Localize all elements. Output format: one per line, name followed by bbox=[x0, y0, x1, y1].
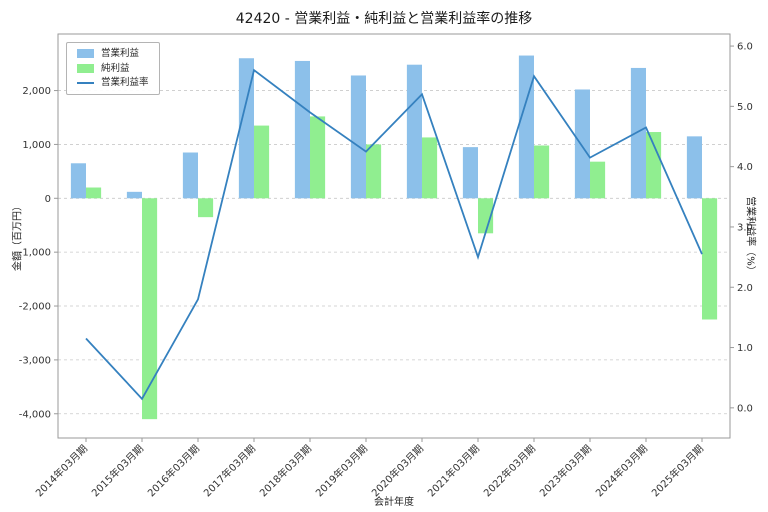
left-tick-label: 1,000 bbox=[22, 140, 51, 151]
bar-net-profit bbox=[366, 144, 382, 199]
legend-item-operating-margin: 営業利益率 bbox=[77, 78, 149, 88]
net-profit-swatch bbox=[77, 63, 94, 73]
x-tick-label: 2020年03月期 bbox=[369, 442, 426, 499]
operating-profit-swatch bbox=[77, 49, 94, 59]
bar-operating-profit bbox=[294, 60, 310, 199]
bar-operating-profit bbox=[518, 55, 534, 199]
x-tick-label: 2021年03月期 bbox=[425, 442, 482, 499]
right-tick-label: 0.0 bbox=[737, 403, 753, 414]
bar-net-profit bbox=[142, 198, 158, 420]
right-tick-label: 3.0 bbox=[737, 222, 753, 233]
right-tick-label: 4.0 bbox=[737, 162, 753, 173]
left-tick-label: -4,000 bbox=[19, 409, 51, 420]
x-tick-label: 2019年03月期 bbox=[313, 442, 370, 499]
legend-label-net-profit: 純利益 bbox=[101, 62, 130, 74]
legend-label-operating-profit: 営業利益 bbox=[101, 48, 140, 59]
right-tick-label: 5.0 bbox=[737, 102, 753, 113]
x-tick-label: 2014年03月期 bbox=[33, 442, 90, 499]
left-tick-label: 0 bbox=[45, 194, 51, 205]
x-tick-label: 2016年03月期 bbox=[145, 442, 202, 499]
bar-net-profit bbox=[198, 198, 214, 218]
bar-net-profit bbox=[254, 125, 270, 199]
bar-operating-profit bbox=[238, 58, 254, 199]
bar-operating-profit bbox=[406, 64, 422, 199]
chart-title: 42420 - 営業利益・純利益と営業利益率の推移 bbox=[235, 11, 533, 27]
bar-net-profit bbox=[422, 137, 438, 199]
operating-margin-line-swatch bbox=[77, 81, 94, 84]
left-tick-label: -1,000 bbox=[19, 248, 51, 259]
plot-border bbox=[57, 33, 731, 439]
bar-operating-profit bbox=[126, 191, 142, 199]
left-tick-label: -3,000 bbox=[19, 355, 51, 366]
bar-net-profit bbox=[310, 116, 326, 199]
line-operating-margin bbox=[85, 68, 703, 401]
legend: 営業利益 純利益 営業利益率 bbox=[66, 42, 160, 95]
x-tick-label: 2023年03月期 bbox=[537, 442, 594, 499]
x-tick-label: 2015年03月期 bbox=[89, 442, 146, 499]
right-tick-label: 2.0 bbox=[737, 283, 753, 294]
bar-net-profit bbox=[534, 145, 550, 199]
bar-operating-profit bbox=[574, 89, 590, 199]
x-tick-label: 2017年03月期 bbox=[201, 442, 258, 499]
x-tick-label: 2022年03月期 bbox=[481, 442, 538, 499]
x-axis-label: 会計年度 bbox=[374, 497, 414, 508]
right-tick-label: 1.0 bbox=[737, 343, 753, 354]
legend-label-operating-margin: 営業利益率 bbox=[101, 77, 149, 88]
legend-item-operating-profit: 営業利益 bbox=[77, 49, 149, 59]
bar-operating-profit bbox=[182, 152, 198, 199]
bar-net-profit bbox=[590, 161, 606, 199]
bar-net-profit bbox=[702, 198, 718, 320]
right-tick-label: 6.0 bbox=[737, 42, 753, 53]
bar-net-profit bbox=[646, 132, 662, 199]
x-tick-label: 2018年03月期 bbox=[257, 442, 314, 499]
bar-operating-profit bbox=[70, 163, 86, 199]
bar-operating-profit bbox=[686, 136, 702, 199]
x-tick-label: 2024年03月期 bbox=[593, 442, 650, 499]
bar-operating-profit bbox=[630, 67, 646, 199]
bar-net-profit bbox=[86, 187, 102, 199]
left-tick-label: -2,000 bbox=[19, 302, 51, 313]
x-tick-label: 2025年03月期 bbox=[649, 442, 706, 499]
bar-operating-profit bbox=[350, 75, 366, 199]
bar-operating-profit bbox=[462, 147, 478, 199]
left-tick-label: 2,000 bbox=[22, 86, 51, 97]
bar-net-profit bbox=[478, 198, 494, 234]
legend-item-net-profit: 純利益 bbox=[77, 62, 149, 74]
